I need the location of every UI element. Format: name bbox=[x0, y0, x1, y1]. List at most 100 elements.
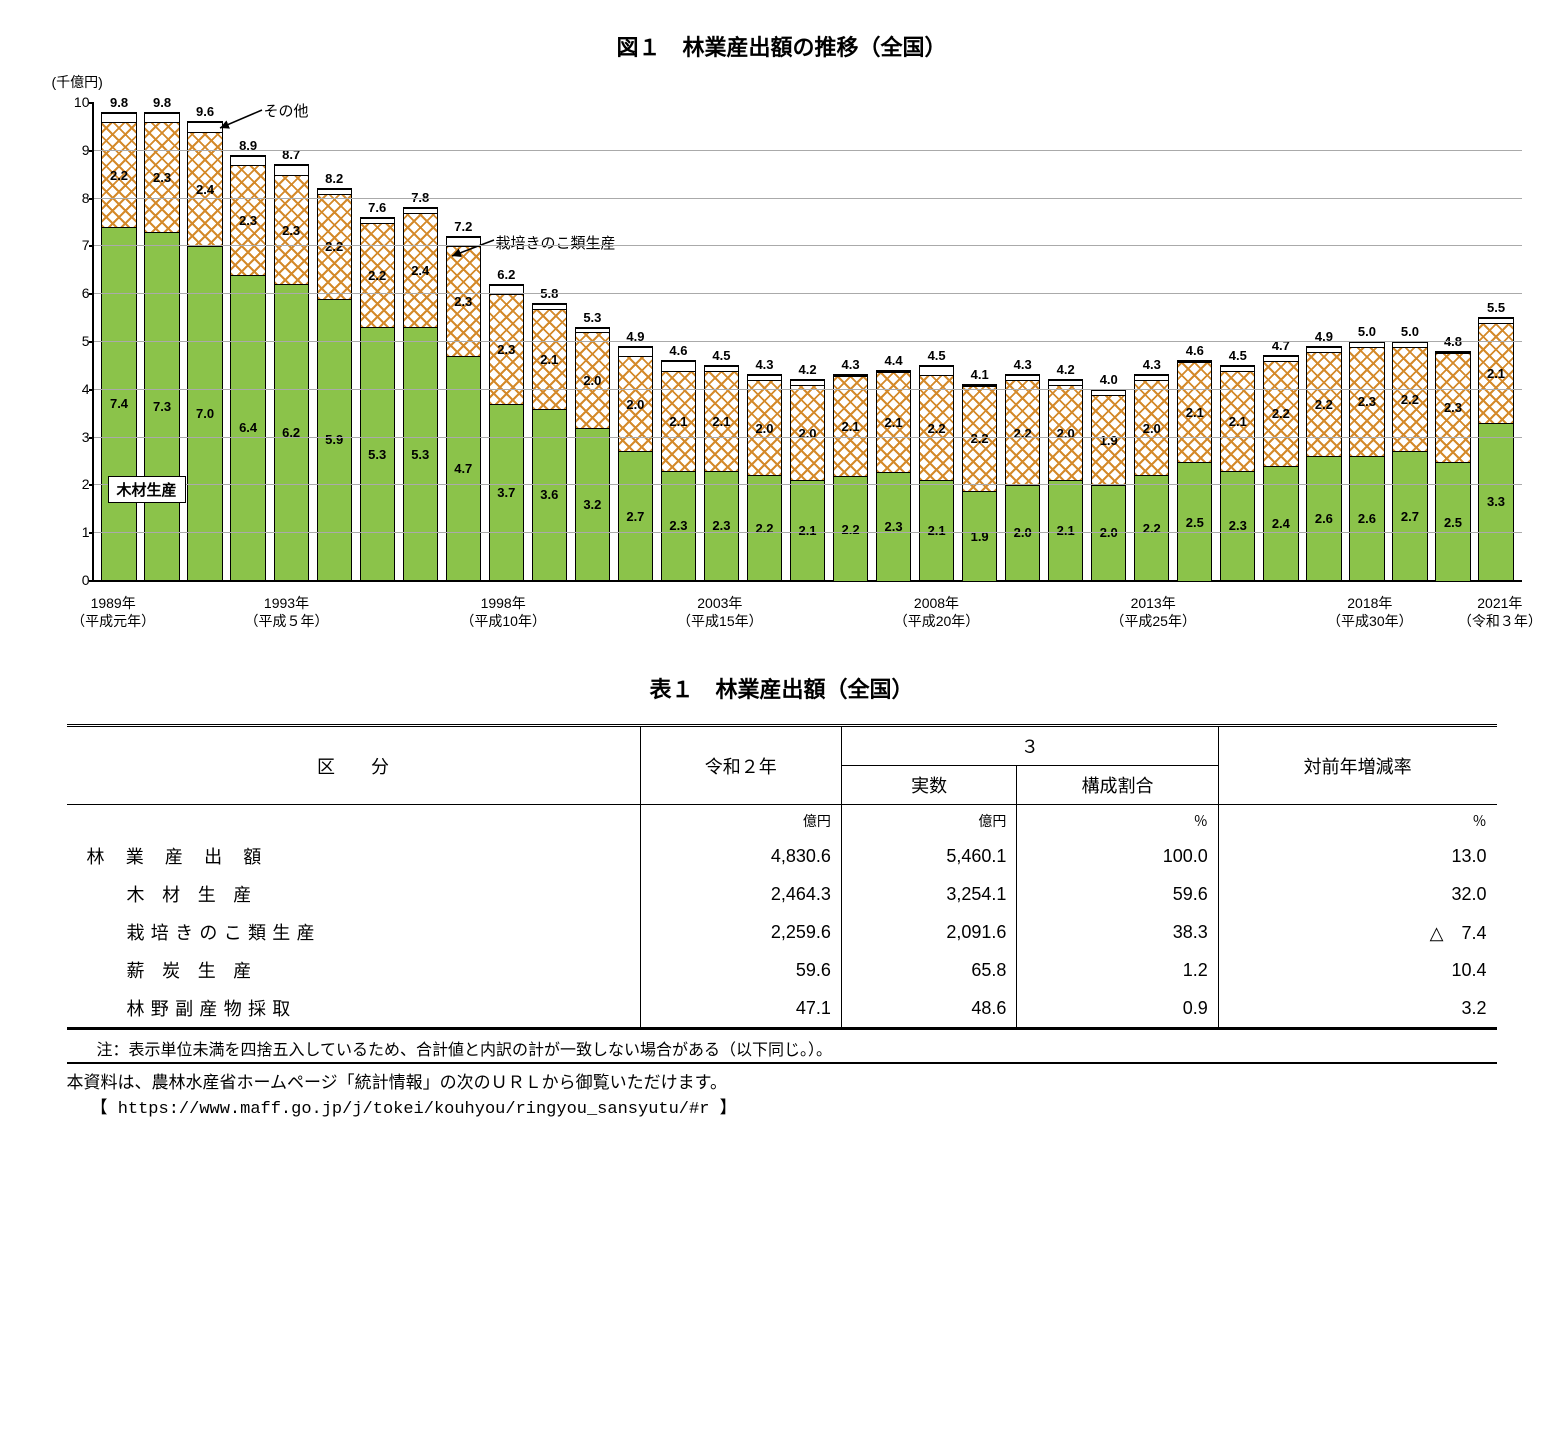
bar-slot: 9.62.47.0 bbox=[184, 102, 227, 580]
bar-total-label: 4.3 bbox=[755, 357, 773, 372]
bar-segment: 2.4 bbox=[1264, 466, 1297, 580]
cell-actual: 5,460.1 bbox=[841, 837, 1017, 875]
bar-segment bbox=[447, 237, 480, 247]
bar-segment: 2.1 bbox=[920, 480, 953, 580]
bar-segment: 2.0 bbox=[1092, 485, 1125, 580]
bar-total-label: 7.6 bbox=[368, 200, 386, 215]
y-tick: 6 bbox=[66, 285, 90, 301]
table-note: 注：表示単位未満を四捨五入しているため、合計値と内訳の計が一致しない場合がある（… bbox=[97, 1036, 1497, 1060]
bar-slot: 5.52.13.3 bbox=[1475, 102, 1518, 580]
bar-segment: 2.1 bbox=[1178, 362, 1211, 462]
bar-segment: 2.2 bbox=[1264, 361, 1297, 466]
bar-segment-label: 2.2 bbox=[325, 239, 343, 254]
y-tick-mark bbox=[89, 150, 94, 152]
bar: 4.52.12.3 bbox=[1220, 365, 1255, 580]
bar-segment-label: 2.2 bbox=[928, 421, 946, 436]
bar-slot: 4.0 1.9 2.0 bbox=[1087, 102, 1130, 580]
x-tick: 1998年（平成10年） bbox=[460, 594, 546, 630]
table-row: 栽培きのこ類生産2,259.62,091.638.3△ 7.4 bbox=[67, 913, 1497, 951]
bar-segment-label: 2.1 bbox=[540, 352, 558, 367]
bar-segment: 2.1 bbox=[791, 480, 824, 580]
th-prev-year: 令和２年 bbox=[640, 726, 841, 805]
bar-segment-label: 5.9 bbox=[325, 432, 343, 447]
th-category: 区 分 bbox=[67, 726, 641, 805]
bar-total-label: 8.7 bbox=[282, 147, 300, 162]
bar-segment bbox=[662, 361, 695, 371]
bar-segment-label: 3.3 bbox=[1487, 494, 1505, 509]
chart-plot: 9.82.27.49.82.37.39.62.47.08.92.36.48.72… bbox=[92, 102, 1522, 582]
bar-segment: 2.2 bbox=[748, 475, 781, 580]
cell-prev: 2,464.3 bbox=[640, 875, 841, 913]
bar-slot: 4.32.02.2 bbox=[743, 102, 786, 580]
bar: 9.82.27.4 bbox=[101, 112, 136, 580]
bar-segment-label: 2.3 bbox=[669, 518, 687, 533]
bar-total-label: 4.6 bbox=[1186, 343, 1204, 358]
bar-total-label: 4.0 bbox=[1100, 372, 1118, 387]
bar-segment: 2.7 bbox=[1393, 451, 1426, 580]
source-line: 本資料は、農林水産省ホームページ「統計情報」の次のＵＲＬから御覧いただけます。 bbox=[67, 1062, 1497, 1093]
bar-segment-label: 2.1 bbox=[712, 414, 730, 429]
bar-segment-label: 2.0 bbox=[1143, 421, 1161, 436]
bar-slot: 4.92.22.6 bbox=[1302, 102, 1345, 580]
bar-segment: 2.0 bbox=[1049, 385, 1082, 480]
bar-total-label: 4.3 bbox=[842, 357, 860, 372]
bar-segment bbox=[145, 113, 178, 123]
bar-total-label: 6.2 bbox=[497, 267, 515, 282]
bar-segment-label: 2.4 bbox=[196, 182, 214, 197]
bar-segment: 2.1 bbox=[834, 376, 867, 476]
bar: 4.92.02.7 bbox=[618, 346, 653, 580]
bar: 4.01.92.0 bbox=[1091, 389, 1126, 580]
bar-segment-label: 2.3 bbox=[282, 223, 300, 238]
bar-slot: 5.82.13.6 bbox=[528, 102, 571, 580]
bar-segment-label: 1.9 bbox=[1100, 433, 1118, 448]
bar: 4.52.12.3 bbox=[704, 365, 739, 580]
bar-segment-label: 2.2 bbox=[1315, 397, 1333, 412]
bar-segment: 2.1 bbox=[1479, 323, 1512, 423]
bar: 7.82.45.3 bbox=[403, 207, 438, 580]
bar-total-label: 4.2 bbox=[1057, 362, 1075, 377]
bar-total-label: 5.0 bbox=[1358, 324, 1376, 339]
bar-segment: 1.9 bbox=[1092, 395, 1125, 485]
bar: 9.62.47.0 bbox=[187, 121, 222, 580]
y-tick: 9 bbox=[66, 142, 90, 158]
row-label: 木 材 生 産 bbox=[67, 875, 641, 913]
bar-segment-label: 2.6 bbox=[1358, 511, 1376, 526]
bar: 4.32.12.2 bbox=[833, 374, 868, 580]
bar: 8.22.25.9 bbox=[317, 188, 352, 580]
bar-segment-label: 2.0 bbox=[798, 426, 816, 441]
bar-segment-label: 2.1 bbox=[885, 415, 903, 430]
bar-slot: 4.32.02.2 bbox=[1130, 102, 1173, 580]
bar-segment: 5.9 bbox=[318, 299, 351, 580]
bar-segment bbox=[490, 285, 523, 295]
bar-segment: 2.7 bbox=[619, 451, 652, 580]
bar-slot: 4.12.21.9 bbox=[958, 102, 1001, 580]
bar-slot: 7.82.45.3 bbox=[399, 102, 442, 580]
bar-total-label: 4.2 bbox=[798, 362, 816, 377]
bar-segment-label: 3.6 bbox=[540, 487, 558, 502]
chart-title: 図１ 林業産出額の推移（全国） bbox=[30, 30, 1533, 62]
bar-segment-label: 2.0 bbox=[1100, 525, 1118, 540]
bar-segment: 2.5 bbox=[1436, 462, 1469, 581]
x-tick: 1993年（平成５年） bbox=[245, 594, 329, 630]
bar: 7.62.25.3 bbox=[360, 217, 395, 580]
bar: 4.22.02.1 bbox=[790, 379, 825, 580]
bar-segment-label: 2.3 bbox=[497, 342, 515, 357]
unit-actual: 億円 bbox=[841, 805, 1017, 838]
bar-segment-label: 2.2 bbox=[842, 522, 860, 537]
bar-slot: 6.22.33.7 bbox=[485, 102, 528, 580]
bar-segment: 2.1 bbox=[1049, 480, 1082, 580]
bar-total-label: 9.8 bbox=[153, 95, 171, 110]
legend-wood: 木材生産 bbox=[108, 476, 186, 503]
bar-segment-label: 2.2 bbox=[1014, 426, 1032, 441]
th-share: 構成割合 bbox=[1017, 766, 1218, 805]
cell-change: △ 7.4 bbox=[1218, 913, 1496, 951]
unit-prev: 億円 bbox=[640, 805, 841, 838]
bar-segment: 1.9 bbox=[963, 491, 996, 581]
bar: 4.32.22.0 bbox=[1005, 374, 1040, 580]
bar-total-label: 4.5 bbox=[928, 348, 946, 363]
bar-segment bbox=[275, 165, 308, 175]
cell-actual: 65.8 bbox=[841, 951, 1017, 989]
bar-segment: 2.2 bbox=[834, 476, 867, 581]
bar-segment: 2.3 bbox=[877, 472, 910, 581]
bar-segment-label: 7.4 bbox=[110, 396, 128, 411]
